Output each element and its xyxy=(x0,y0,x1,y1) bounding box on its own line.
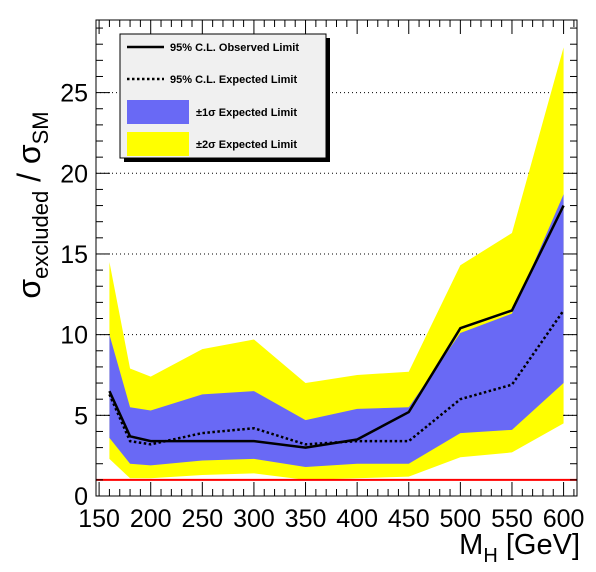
x-tick-label: 200 xyxy=(130,505,172,533)
x-tick-label: 300 xyxy=(233,505,275,533)
y-title-sigma-sm: σ xyxy=(11,144,47,164)
legend-two-sigma-swatch xyxy=(127,132,189,156)
legend-observed-label: 95% C.L. Observed Limit xyxy=(170,42,299,54)
x-title-main: M xyxy=(459,529,483,561)
x-title-sub: H xyxy=(483,545,497,567)
y-title-sub-sm: SM xyxy=(28,111,53,144)
x-tick-label: 250 xyxy=(181,505,223,533)
ticks-layer: 150 200 250 300 350 400 450 500 550 600 0 5 10 15 20 25 xyxy=(60,20,584,533)
x-tick-label: 550 xyxy=(491,505,533,533)
x-tick-label: 400 xyxy=(336,505,378,533)
observed-limit-line xyxy=(108,205,565,449)
legend: 95% C.L. Observed Limit 95% C.L. Expecte… xyxy=(119,33,330,162)
y-tick-label: 5 xyxy=(74,402,88,430)
x-tick-label: 350 xyxy=(285,505,327,533)
x-tick-label: 600 xyxy=(543,505,585,533)
x-tick-label: 150 xyxy=(78,505,120,533)
x-title-unit: [GeV] xyxy=(498,529,580,561)
x-tick-label: 500 xyxy=(440,505,482,533)
y-axis-title: σexcluded / σSM xyxy=(11,111,53,298)
y-title-sub-excluded: excluded xyxy=(28,191,53,279)
legend-one-sigma-label: ±1σ Expected Limit xyxy=(196,107,297,119)
expected-limit-line xyxy=(108,309,565,446)
y-tick-label: 15 xyxy=(60,241,88,269)
x-axis-title: MH [GeV] xyxy=(459,529,580,567)
legend-two-sigma-label: ±2σ Expected Limit xyxy=(196,139,297,151)
one-sigma-band xyxy=(109,194,564,467)
y-title-sigma-excluded: σ xyxy=(11,279,47,299)
y-tick-label: 20 xyxy=(60,160,88,188)
y-tick-label: 25 xyxy=(60,80,88,108)
y-tick-label: 10 xyxy=(60,322,88,350)
y-tick-label: 0 xyxy=(74,483,88,511)
bands-layer xyxy=(109,47,564,480)
legend-one-sigma-swatch xyxy=(127,100,189,124)
lines-layer xyxy=(96,205,577,481)
legend-expected-label: 95% C.L. Expected Limit xyxy=(170,74,297,86)
y-title-slash: / xyxy=(11,164,47,191)
x-tick-label: 450 xyxy=(388,505,430,533)
